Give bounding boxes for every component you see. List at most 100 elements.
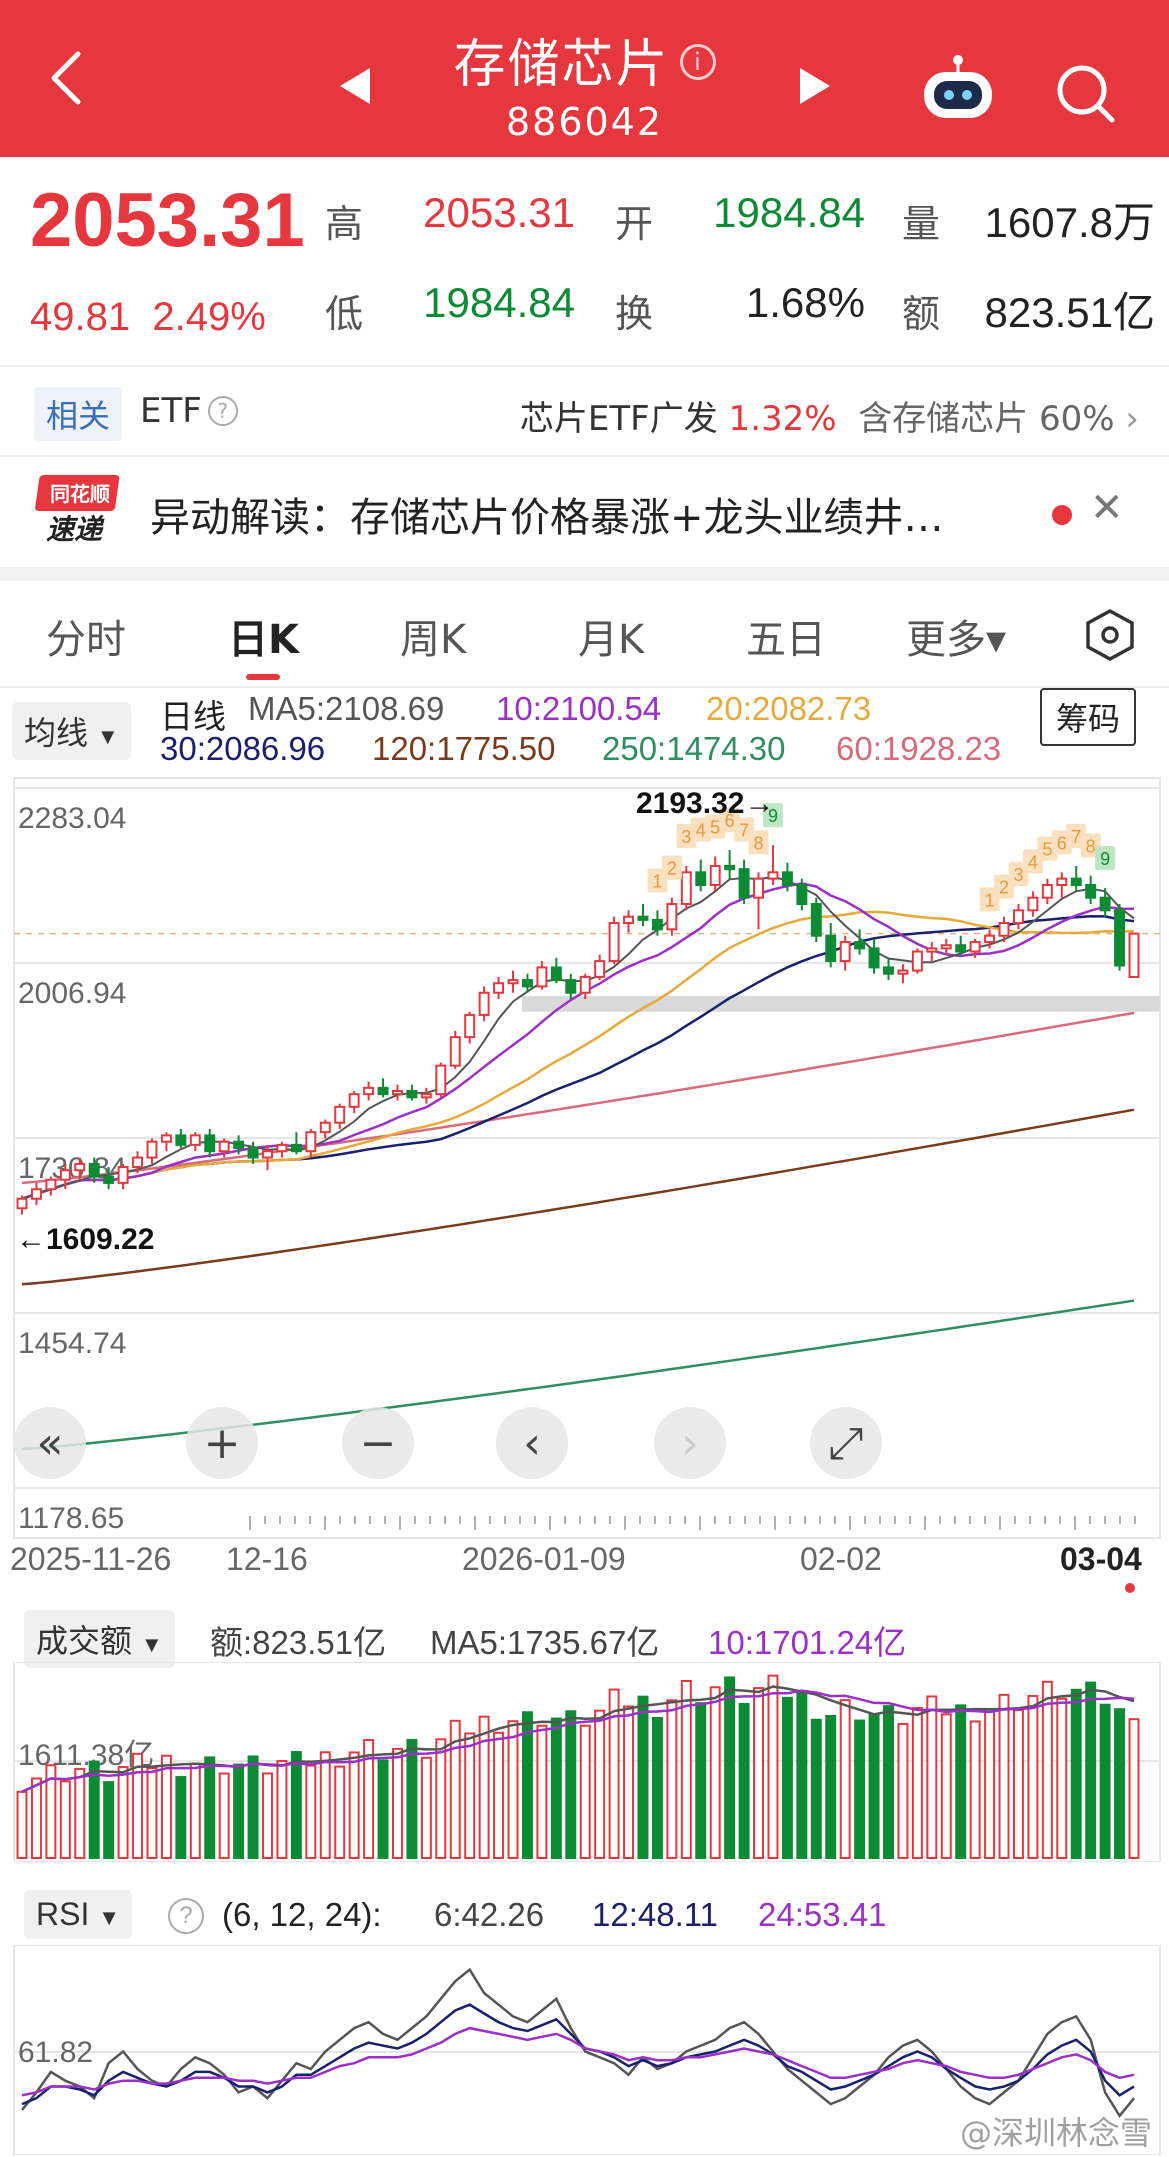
news-logo-top: 同花顺 [50,482,110,506]
volume-bar [262,1772,273,1859]
sequence-label: 9 [768,806,778,826]
ma250-label: 250:1474.30 [602,730,786,767]
chip-distribution-button[interactable]: 筹码 [1040,688,1137,746]
scroll-right-icon[interactable]: › [654,1407,726,1479]
low-label: 低 [325,292,364,336]
back-arrow-icon[interactable] [40,48,100,108]
volume-bar [507,1720,519,1860]
close-icon[interactable]: ✕ [1090,485,1124,531]
volume-bar [666,1699,678,1860]
ma20-line [21,910,1135,1200]
robot-assistant-icon[interactable] [918,52,998,122]
search-icon[interactable] [1052,60,1118,126]
volume-bar [969,1720,981,1859]
volume-y-tick: 1611.38亿 [18,1739,154,1772]
candle-body [30,1188,42,1200]
volume-selector[interactable]: 成交额 ▼ [24,1610,175,1668]
chevron-right-icon: › [1125,399,1139,439]
volume-bar [854,1719,866,1859]
settings-hexagon-icon[interactable] [1082,607,1138,663]
help-icon[interactable]: ? [168,1898,204,1934]
volume-bar [493,1731,505,1859]
line-name: 日线 [160,698,226,735]
candle-body [117,1166,129,1184]
high-annotation: 2193.32→ [636,787,774,820]
help-icon[interactable]: ? [207,396,238,426]
volume-header: 成交额 ▼ 额:823.51亿 MA5:1735.67亿 10:1701.24亿 [0,1600,1169,1670]
candle-body [984,934,996,944]
change-value: 49.81 [30,295,131,339]
rsi-selector-label: RSI [36,1896,90,1932]
volume-bar [478,1715,490,1859]
rsi-chart[interactable]: 61.82 [0,1945,1169,2155]
info-icon[interactable]: i [679,44,716,80]
volume-bar [59,1780,71,1859]
candle-body [103,1175,115,1184]
candle-body [1027,896,1039,912]
ma-selector[interactable]: 均线 ▼ [12,702,131,760]
rewind-icon[interactable]: « [14,1407,86,1479]
volume-bar [738,1702,750,1860]
tab-five-day[interactable]: 五日 [746,617,826,663]
volume-bar [30,1777,42,1859]
volume-bar [651,1716,663,1859]
prev-stock-arrow-icon[interactable] [340,68,370,104]
volume-bar [247,1755,259,1859]
candle-body [839,941,851,963]
volume-bar [204,1756,216,1859]
chart-frame [13,777,1161,1539]
volume-bar [955,1704,967,1859]
volume-bar [464,1732,476,1859]
news-row[interactable]: 同花顺 速递 异动解读：存储芯片价格暴涨+龙头业绩井… ✕ [0,455,1169,567]
volume-bar [132,1752,144,1859]
etf-fund-change: 1.32% [728,399,837,439]
stock-code: 886042 [505,100,664,144]
tab-weekly-k[interactable]: 周K [400,617,467,663]
related-etf-row[interactable]: 相关 ETF? 芯片ETF广发 1.32% 含存储芯片 60% › [0,365,1169,455]
candle-body [377,1086,389,1096]
open-value: 1984.84 [713,189,865,236]
ma120-label: 120:1775.50 [372,730,556,767]
rsi-selector[interactable]: RSI ▼ [24,1890,133,1939]
candle-body [565,979,577,994]
candle-body [319,1121,331,1134]
fullscreen-icon[interactable]: ⤢ [810,1407,882,1479]
zoom-out-icon[interactable]: − [342,1407,414,1479]
watermark: @深圳林念雪 [960,2114,1153,2152]
scroll-left-icon[interactable]: ‹ [496,1407,568,1479]
sequence-label: 7 [1071,827,1081,847]
candle-body [16,1197,28,1210]
tab-monthly-k[interactable]: 月K [578,617,645,663]
tab-more[interactable]: 更多▾ [906,617,1007,663]
volume-bar [536,1724,548,1860]
volume-bar [146,1767,158,1859]
news-headline[interactable]: 异动解读：存储芯片价格暴涨+龙头业绩井… [150,495,944,541]
volume-bar [565,1710,577,1859]
candle-body [897,969,909,975]
volume-bar [680,1679,692,1859]
volume-bar [724,1676,736,1860]
zoom-in-icon[interactable]: + [186,1407,258,1479]
svg-text:+: + [204,1418,241,1469]
volume-bar [189,1762,201,1859]
volume-bar [319,1751,331,1859]
tab-daily-k[interactable]: 日K [228,617,299,663]
volume-bar [796,1691,808,1860]
candle-body [1012,909,1024,925]
candle-body [651,918,663,931]
tab-intraday[interactable]: 分时 [46,617,126,663]
candle-body [623,915,635,925]
etf-contain-text: 含存储芯片 60% [858,399,1115,439]
volume-bar [781,1696,793,1859]
high-value: 2053.31 [423,189,575,236]
current-price: 2053.31 [30,178,305,263]
next-stock-arrow-icon[interactable] [800,68,830,104]
ma60-line [21,1011,1135,1185]
low-value: 1984.84 [423,279,575,326]
etf-detail[interactable]: 芯片ETF广发 1.32% 含存储芯片 60% › [520,391,1139,440]
volume-bar [420,1756,432,1859]
rsi-params: (6, 12, 24): [222,1896,382,1933]
candle-body [1056,877,1068,887]
volume-chart[interactable]: 1611.38亿 [0,1662,1169,1862]
